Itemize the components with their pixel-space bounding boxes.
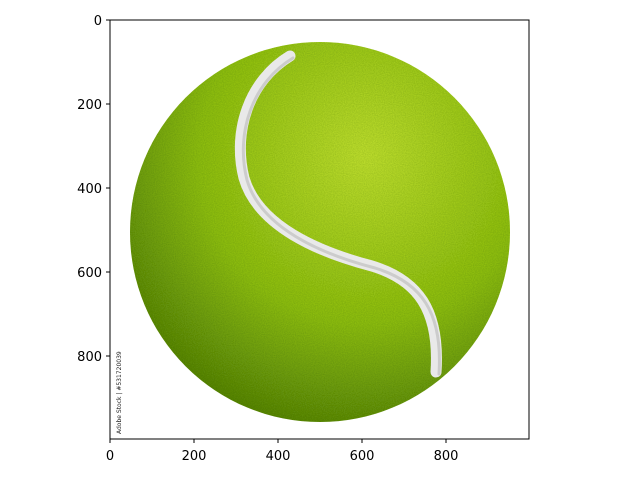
watermark-text: Adobe Stock | #531720039 (116, 351, 123, 434)
x-tick-label: 800 (434, 449, 459, 464)
y-tick-label: 200 (77, 98, 102, 113)
x-tick-label: 200 (182, 449, 207, 464)
ball-seam-shadow (241, 56, 441, 376)
x-tick-label: 400 (266, 449, 291, 464)
x-tick-label: 600 (350, 449, 375, 464)
x-tick-label: 0 (106, 449, 114, 464)
y-tick-label: 800 (77, 350, 102, 365)
x-axis: 0 200 400 600 800 (106, 439, 459, 464)
photo: Adobe Stock | #531720039 (116, 42, 510, 434)
plot-frame (109, 19, 530, 440)
tennis-ball (130, 42, 510, 422)
y-tick-label: 600 (77, 266, 102, 281)
y-axis: 0 200 400 600 800 (77, 14, 110, 365)
y-tick-label: 0 (94, 14, 102, 29)
y-tick-label: 400 (77, 182, 102, 197)
